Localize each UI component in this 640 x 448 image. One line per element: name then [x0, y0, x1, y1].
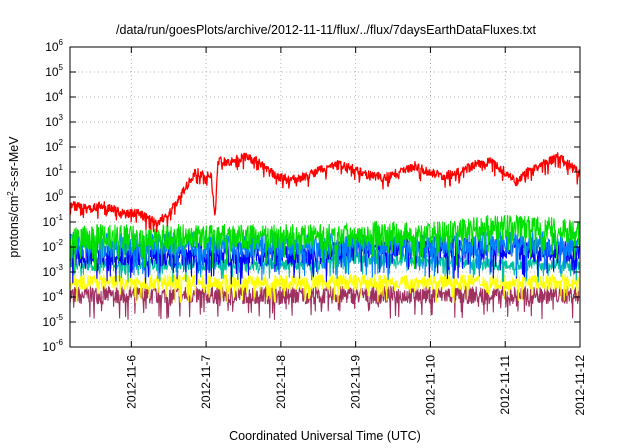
y-axis-title-sup: 2: [6, 191, 15, 196]
series-line: [70, 152, 580, 233]
y-tick-label: 10-3: [43, 263, 64, 279]
series-line: [70, 285, 580, 320]
y-tick-label-base: 10: [43, 265, 57, 279]
y-tick-label-exp: -2: [56, 238, 64, 247]
x-axis-title: Coordinated Universal Time (UTC): [229, 429, 421, 443]
series-line: [70, 214, 580, 273]
y-tick-label-base: 10: [45, 90, 59, 104]
y-tick-label: 10-6: [43, 338, 64, 354]
y-tick-label: 10-5: [43, 313, 64, 329]
y-tick-label-base: 10: [43, 290, 57, 304]
y-tick-label-base: 10: [45, 40, 59, 54]
series-line: [70, 230, 580, 281]
y-tick-label: 104: [45, 88, 63, 104]
x-tick-label: 2012-11-7: [199, 355, 213, 409]
y-tick-label-base: 10: [45, 165, 59, 179]
y-tick-label-base: 10: [43, 340, 57, 354]
y-tick-label-exp: 4: [59, 88, 64, 97]
y-tick-label-base: 10: [45, 115, 59, 129]
series-layer: [70, 152, 580, 320]
x-tick-label: 2012-11-8: [274, 355, 288, 409]
y-tick-label-exp: -4: [56, 288, 64, 297]
chart-title: /data/run/goesPlots/archive/2012-11-11/f…: [116, 23, 536, 37]
x-tick-label: 2012-11-6: [124, 355, 138, 409]
y-tick-label-base: 10: [45, 140, 59, 154]
y-tick-label-exp: -3: [56, 263, 64, 272]
y-axis-title-suffix: -s-sr-MeV: [7, 136, 21, 192]
y-axis-title-prefix: protons/cm: [7, 196, 21, 258]
y-tick-label-exp: 5: [59, 63, 64, 72]
y-tick-label: 101: [45, 163, 63, 179]
y-tick-label-base: 10: [45, 65, 59, 79]
y-tick-label-exp: -6: [56, 338, 64, 347]
y-tick-label-base: 10: [43, 240, 57, 254]
x-tick-label: 2012-11-9: [349, 355, 363, 409]
y-tick-label: 10-2: [43, 238, 64, 254]
y-tick-label-exp: 1: [59, 163, 64, 172]
y-tick-label-base: 10: [43, 315, 57, 329]
y-tick-label: 103: [45, 113, 63, 129]
x-tick-label: 2012-11-12: [573, 355, 587, 416]
y-tick-label-exp: 2: [59, 138, 64, 147]
x-tick-labels: 2012-11-6 2012-11-7 2012-11-8 2012-11-9 2012…: [124, 355, 587, 416]
y-tick-label: 100: [45, 188, 63, 204]
series-line: [70, 273, 580, 304]
y-tick-label-base: 10: [43, 215, 57, 229]
y-tick-label-exp: 3: [59, 113, 64, 122]
x-tick-label: 2012-11-10: [423, 355, 437, 416]
y-tick-label-base: 10: [45, 190, 59, 204]
y-tick-label-exp: 6: [59, 38, 64, 47]
y-tick-label: 105: [45, 63, 63, 79]
y-tick-labels: 10610510410310210110010-110-210-310-410-…: [43, 38, 64, 354]
y-axis-title: protons/cm2-s-sr-MeV: [6, 136, 21, 258]
x-tick-label: 2012-11-11: [498, 355, 512, 415]
y-tick-label: 106: [45, 38, 63, 54]
y-tick-label-exp: -5: [56, 313, 64, 322]
y-tick-label-exp: 0: [59, 188, 64, 197]
y-tick-label-exp: -1: [56, 213, 64, 222]
y-tick-label: 102: [45, 138, 63, 154]
y-tick-label: 10-4: [43, 288, 64, 304]
y-tick-label: 10-1: [43, 213, 64, 229]
tick-marks: [70, 46, 581, 348]
